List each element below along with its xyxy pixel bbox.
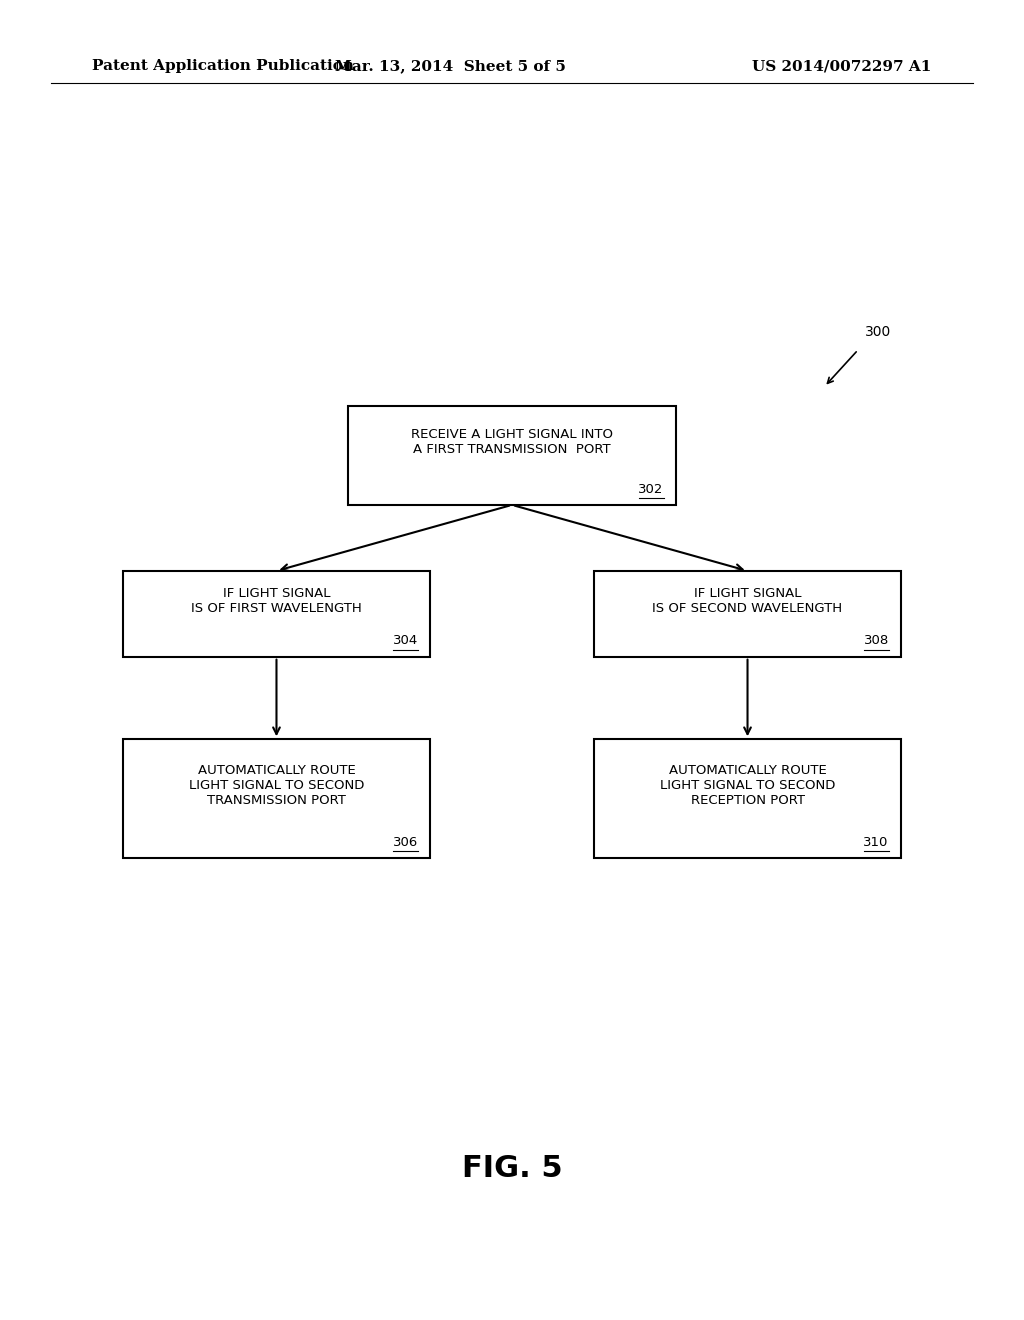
Bar [123,739,430,858]
Text: IF LIGHT SIGNAL
IS OF SECOND WAVELENGTH: IF LIGHT SIGNAL IS OF SECOND WAVELENGTH [652,586,843,615]
Text: Patent Application Publication: Patent Application Publication [92,59,354,74]
Text: RECEIVE A LIGHT SIGNAL INTO
A FIRST TRANSMISSION  PORT: RECEIVE A LIGHT SIGNAL INTO A FIRST TRAN… [411,428,613,457]
Text: IF LIGHT SIGNAL
IS OF FIRST WAVELENGTH: IF LIGHT SIGNAL IS OF FIRST WAVELENGTH [191,586,361,615]
Bar [594,739,901,858]
Text: 300: 300 [865,325,892,339]
Text: Mar. 13, 2014  Sheet 5 of 5: Mar. 13, 2014 Sheet 5 of 5 [335,59,566,74]
Bar [348,407,676,504]
Text: 302: 302 [638,483,664,495]
Text: 306: 306 [392,836,418,849]
Bar [594,570,901,656]
Text: 304: 304 [392,635,418,647]
Text: 310: 310 [863,836,889,849]
Text: US 2014/0072297 A1: US 2014/0072297 A1 [753,59,932,74]
Text: AUTOMATICALLY ROUTE
LIGHT SIGNAL TO SECOND
RECEPTION PORT: AUTOMATICALLY ROUTE LIGHT SIGNAL TO SECO… [659,764,836,807]
Text: AUTOMATICALLY ROUTE
LIGHT SIGNAL TO SECOND
TRANSMISSION PORT: AUTOMATICALLY ROUTE LIGHT SIGNAL TO SECO… [188,764,365,807]
Bar [123,570,430,656]
Text: 308: 308 [863,635,889,647]
Text: FIG. 5: FIG. 5 [462,1154,562,1183]
